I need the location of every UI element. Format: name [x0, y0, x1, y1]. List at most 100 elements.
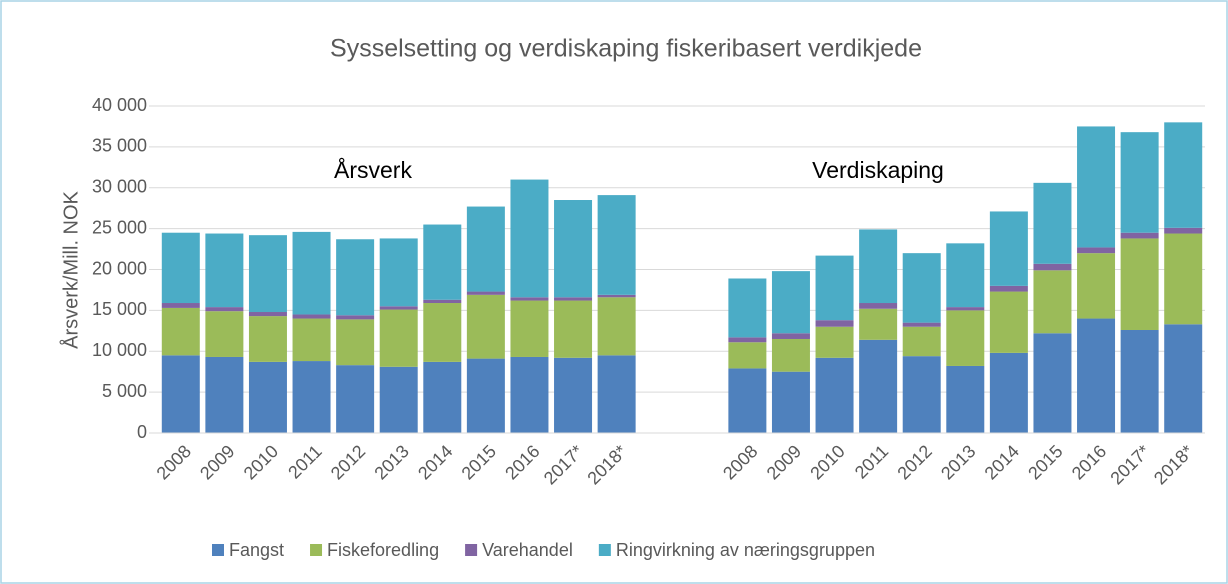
bar-segment	[466, 358, 505, 433]
bar-segment	[1120, 132, 1159, 233]
bar-segment	[292, 361, 331, 433]
bar-segment	[205, 233, 244, 308]
y-tick-label: 30 000	[92, 177, 147, 197]
bar-segment	[728, 337, 767, 343]
bar-segment	[989, 352, 1028, 433]
bar-segment	[1164, 324, 1203, 433]
bar-segment	[989, 285, 1028, 292]
bar-segment	[336, 365, 375, 433]
bar-segment	[989, 291, 1028, 353]
bar-segment	[554, 300, 593, 358]
bar-segment	[248, 235, 287, 313]
legend-swatch	[465, 544, 478, 556]
bar-segment	[1033, 333, 1072, 433]
bar-segment	[554, 297, 593, 301]
bar-segment	[771, 271, 810, 334]
bar-segment	[510, 356, 549, 433]
bar-segment	[1120, 238, 1159, 330]
bar-segment	[902, 326, 941, 357]
chart-title: Sysselsetting og verdiskaping fiskeribas…	[330, 35, 922, 63]
bar-segment	[597, 195, 636, 295]
bar-segment	[423, 361, 462, 433]
bar-segment	[815, 326, 854, 358]
bar-segment	[1164, 233, 1203, 325]
bar-segment	[379, 366, 418, 433]
bar-segment	[728, 342, 767, 369]
bar-segment	[1077, 253, 1116, 319]
y-tick-label: 0	[137, 422, 147, 442]
bar-segment	[597, 355, 636, 433]
legend-label: Varehandel	[482, 540, 573, 560]
bar-segment	[902, 322, 941, 327]
legend-swatch	[212, 544, 224, 556]
bar-segment	[989, 211, 1028, 286]
bar-segment	[554, 357, 593, 433]
bar-segment	[248, 316, 287, 362]
bar-segment	[292, 318, 331, 362]
bar-segment	[1164, 122, 1203, 228]
bar-segment	[946, 365, 985, 433]
bar-segment	[1164, 227, 1203, 234]
bar-segment	[597, 294, 636, 298]
bar-segment	[205, 311, 244, 357]
y-tick-label: 15 000	[92, 299, 147, 319]
bar-segment	[1077, 126, 1116, 248]
y-tick-label: 35 000	[92, 136, 147, 156]
bar-segment	[1120, 232, 1159, 239]
bar-segment	[510, 300, 549, 357]
bar-segment	[161, 303, 200, 308]
bar-segment	[815, 320, 854, 327]
bar-segment	[946, 307, 985, 311]
y-tick-label: 5 000	[102, 381, 147, 401]
bar-segment	[1033, 182, 1072, 264]
bar-segment	[1077, 247, 1116, 254]
legend-swatch	[598, 544, 611, 556]
bar-segment	[248, 312, 287, 317]
bar-segment	[379, 238, 418, 307]
bar-segment	[510, 179, 549, 298]
bar-segment	[423, 299, 462, 304]
bar-segment	[161, 232, 200, 304]
bar-segment	[902, 253, 941, 323]
bar-segment	[815, 255, 854, 321]
bar-segment	[466, 294, 505, 359]
bar-segment	[510, 297, 549, 301]
bar-segment	[336, 239, 375, 316]
legend-label: Ringvirkning av næringsgruppen	[616, 540, 875, 560]
bar-segment	[292, 314, 331, 319]
bar-segment	[728, 368, 767, 433]
bar-segment	[771, 338, 810, 372]
y-tick-label: 10 000	[92, 340, 147, 360]
bar-segment	[728, 278, 767, 338]
bar-segment	[1077, 318, 1116, 433]
legend-swatch	[310, 544, 323, 556]
bar-segment	[1033, 270, 1072, 334]
bar-segment	[423, 224, 462, 300]
bar-segment	[205, 356, 244, 433]
annotation: Verdiskaping	[812, 157, 944, 183]
bar-segment	[379, 309, 418, 367]
bar-segment	[466, 291, 505, 295]
bar-segment	[161, 307, 200, 356]
bar-segment	[336, 319, 375, 366]
bar-segment	[292, 231, 331, 315]
y-tick-label: 20 000	[92, 258, 147, 278]
bar-segment	[902, 356, 941, 433]
bar-segment	[815, 357, 854, 433]
bar-segment	[859, 308, 898, 340]
annotation: Årsverk	[334, 156, 412, 183]
bar-segment	[946, 243, 985, 308]
bar-segment	[336, 315, 375, 320]
legend-label: Fangst	[229, 540, 284, 560]
y-tick-label: 40 000	[92, 95, 147, 115]
bar-segment	[423, 303, 462, 362]
bar-segment	[205, 307, 244, 312]
bar-segment	[859, 229, 898, 304]
bar-segment	[859, 303, 898, 309]
legend-label: Fiskeforedling	[327, 540, 439, 560]
bar-segment	[248, 361, 287, 433]
bar-segment	[161, 355, 200, 433]
bar-segment	[771, 333, 810, 339]
bar-segment	[859, 339, 898, 433]
